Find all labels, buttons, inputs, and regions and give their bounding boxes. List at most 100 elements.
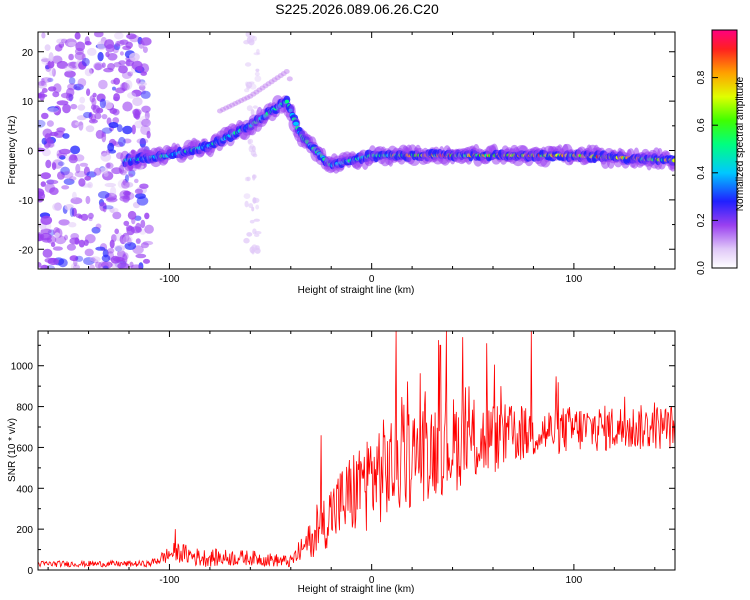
spectral-noise-blob [66, 243, 76, 251]
spectral-noise-blob [146, 130, 151, 139]
spectral-noise-blob [138, 40, 145, 49]
spectral-noise-blob [144, 111, 150, 120]
spectral-noise-blob [57, 171, 65, 180]
spectral-noise-blob [251, 35, 257, 42]
spectral-noise-blob [94, 63, 102, 71]
spectral-noise-blob [144, 224, 154, 234]
y-tick-label: 20 [22, 48, 34, 59]
y-tick-label: -20 [19, 245, 34, 256]
spectral-noise-blob [56, 100, 69, 106]
spectral-noise-blob [96, 107, 104, 114]
spectral-noise-blob [119, 82, 130, 92]
spectral-noise-blob [85, 125, 95, 133]
spectral-noise-blob [71, 207, 77, 217]
spectral-noise-blob [132, 97, 143, 107]
y-tick-label: 10 [22, 97, 34, 108]
spectral-noise-blob [64, 204, 74, 211]
spectral-noise-blob [114, 245, 126, 252]
spectral-noise-blob [112, 86, 116, 91]
spectral-noise-blob [104, 182, 117, 188]
spectral-noise-blob [113, 77, 120, 85]
spectrogram-ylabel: Frequency (Hz) [7, 116, 18, 185]
spectral-noise-blob [78, 239, 85, 248]
spectral-noise-blob [101, 261, 113, 269]
spectral-noise-blob [45, 159, 52, 169]
spectral-noise-blob [254, 71, 260, 77]
spectral-noise-blob [244, 88, 250, 93]
spectral-noise-blob [51, 68, 56, 77]
spectral-noise-blob [77, 78, 87, 88]
spectral-noise-blob [101, 62, 106, 68]
spectral-noise-blob [52, 159, 63, 169]
spectral-noise-blob [93, 62, 104, 71]
spectral-noise-blob [79, 162, 89, 167]
colorbar-label: Normalized spectral amplitude [735, 76, 746, 211]
spectral-noise-blob [118, 65, 128, 74]
spectral-noise-blob [72, 191, 77, 200]
spectral-noise-blob [64, 70, 76, 78]
spectral-noise-blob [97, 51, 104, 62]
spectral-noise-blob [70, 197, 83, 205]
spectral-noise-blob [113, 43, 121, 51]
spectrogram-xlabel: Height of straight line (km) [298, 285, 415, 296]
spectral-noise-blob [101, 127, 113, 134]
spectral-noise-blob [38, 80, 48, 89]
spectral-noise-blob [244, 200, 249, 208]
spectral-noise-blob [46, 179, 59, 185]
spectral-noise-blob [139, 138, 146, 148]
spectral-noise-blob [52, 91, 60, 98]
chart-title: S225.2026.089.06.26.C20 [275, 1, 439, 17]
spectral-noise-blob [127, 173, 134, 178]
spectral-noise-blob [81, 57, 90, 67]
spectral-noise-blob [41, 32, 46, 39]
spectral-noise-blob [69, 255, 79, 262]
spectral-noise-blob [121, 71, 132, 80]
spectral-noise-blob [99, 167, 109, 174]
spectral-noise-blob [40, 228, 52, 234]
spectral-noise-blob [52, 203, 62, 211]
spectral-noise-blob [80, 213, 89, 221]
spectral-noise-blob [136, 78, 141, 84]
colorbar-ticks: 0.0 0.2 0.4 0.6 0.8 [696, 70, 718, 275]
spectral-noise-blob [78, 61, 87, 70]
spectral-noise-blob [123, 220, 130, 226]
spectral-noise-blob [141, 118, 151, 127]
colorbar-tick-label: 0.0 [696, 261, 707, 275]
spectral-noise-blob [95, 223, 102, 230]
spectral-noise-blob [58, 219, 70, 226]
spectral-noise-blob [68, 222, 77, 228]
colorbar [712, 30, 737, 268]
spectral-noise-blob [58, 148, 71, 155]
spectral-noise-blob [135, 193, 146, 200]
spectral-noise-blob [79, 96, 86, 104]
spectral-noise-blob [119, 190, 131, 200]
spectral-noise-blob [246, 176, 251, 182]
spectral-noise-blob [99, 201, 107, 212]
spectral-noise-blob [107, 142, 115, 152]
spectral-noise-blob [92, 92, 97, 98]
spectral-noise-blob [117, 179, 128, 189]
snr-xlabel: Height of straight line (km) [298, 584, 415, 595]
spectral-noise-blob [109, 239, 115, 249]
spectral-noise-blob [129, 34, 140, 43]
spectral-noise-blob [249, 144, 255, 149]
spectral-noise-blob [246, 85, 251, 90]
ridge-branch [283, 69, 290, 74]
spectral-noise-blob [38, 92, 43, 99]
spectral-noise-blob [249, 219, 255, 224]
x-tick-label: 100 [566, 575, 583, 586]
spectral-noise-blob [49, 131, 59, 137]
spectral-noise-blob [115, 40, 121, 47]
colorbar-tick-label: 0.6 [696, 118, 707, 132]
spectral-noise-blob [139, 183, 149, 189]
spectral-noise-blob [129, 52, 140, 62]
spectral-noise-blob [38, 233, 43, 242]
spectral-noise-blob [105, 51, 110, 58]
colorbar-frame [711, 29, 738, 269]
spectral-noise-blob [94, 32, 104, 38]
spectral-noise-blob [254, 233, 260, 237]
spectral-noise-blob [41, 88, 48, 93]
y-tick-label: 0 [27, 566, 33, 577]
